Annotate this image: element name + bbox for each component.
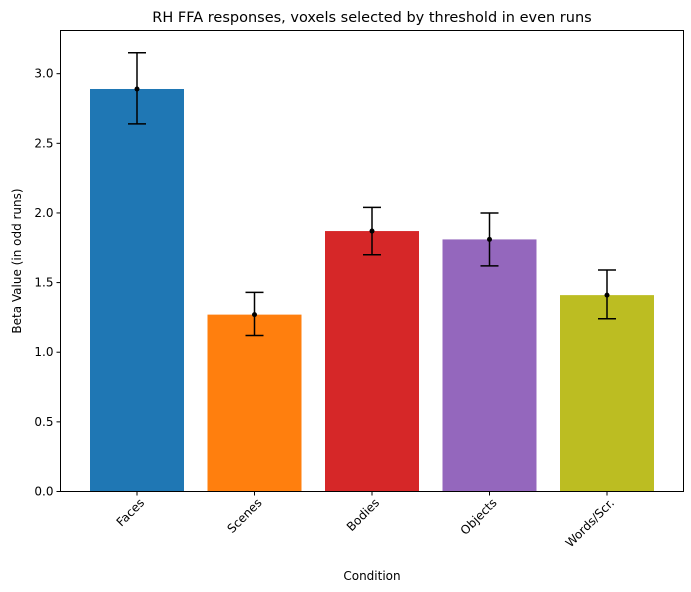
mean-marker [604, 292, 610, 298]
x-tick-label: Bodies [344, 496, 382, 534]
x-tick-label: Objects [458, 496, 500, 538]
bar-objects [442, 239, 537, 492]
chart-title: RH FFA responses, voxels selected by thr… [152, 10, 591, 26]
bar-faces [90, 88, 184, 492]
y-tick-label: 0.0 [34, 485, 53, 499]
x-axis-title: Condition [343, 569, 400, 583]
x-tick-label: Words/Scr. [563, 496, 617, 550]
y-tick-label: 1.0 [34, 345, 53, 359]
bar-scenes [207, 314, 302, 492]
mean-marker [134, 86, 140, 92]
y-axis-title: Beta Value (in odd runs) [10, 188, 24, 333]
x-tick-label: Scenes [224, 496, 264, 536]
y-tick-label: 1.5 [34, 276, 53, 290]
bar-words-scr- [560, 295, 654, 492]
x-tick-label: Faces [114, 496, 148, 530]
y-tick-label: 0.5 [34, 415, 53, 429]
plot-frame [60, 30, 684, 492]
mean-marker [369, 228, 375, 234]
y-tick-label: 3.0 [34, 67, 53, 81]
y-tick-label: 2.0 [34, 206, 53, 220]
mean-marker [252, 312, 257, 318]
mean-marker [487, 236, 492, 242]
bar-bodies [325, 231, 419, 492]
y-tick-label: 2.5 [34, 136, 53, 150]
